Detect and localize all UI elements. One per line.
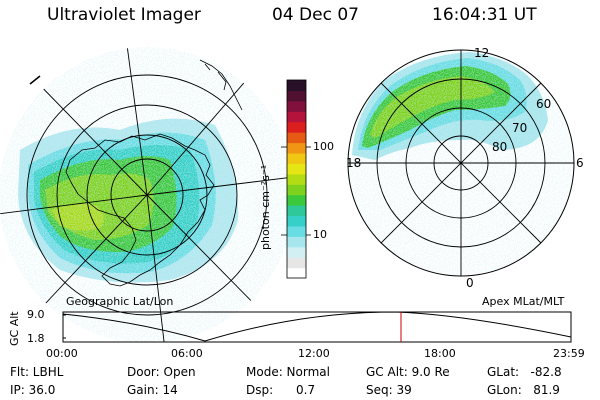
color-bar-segment (287, 100, 306, 112)
time-label: 16:04:31 UT (432, 5, 537, 25)
info-glon: GLon: 81.9 (487, 383, 560, 397)
xtick-0600: 06:00 (171, 347, 203, 360)
color-bar-segment (287, 132, 306, 144)
colorbar-unit-label: photon cm⁻²s⁻¹ (259, 164, 272, 250)
altitude-ylabel: GC Alt (8, 311, 21, 346)
color-bar-segment (287, 236, 306, 248)
info-flt: Flt: LBHL (10, 365, 64, 379)
color-bar-segment (287, 184, 306, 196)
lat-label-80: 80 (492, 140, 508, 154)
apex-map (347, 49, 575, 277)
color-bar-segment (287, 111, 306, 123)
info-mode: Mode: Normal (246, 365, 330, 379)
color-bar-segment (287, 90, 306, 102)
map-edge-tick (29, 75, 41, 85)
xtick-2359: 23:59 (553, 347, 585, 360)
altitude-plot (62, 311, 572, 343)
info-door: Door: Open (127, 365, 196, 379)
xtick-1800: 18:00 (424, 347, 456, 360)
color-bar-segment (287, 173, 306, 185)
color-bar-segment (287, 225, 306, 237)
aurora-emission-left (0, 47, 295, 343)
geographic-map (0, 47, 295, 343)
color-bar-segment (287, 80, 306, 92)
info-gc-alt: GC Alt: 9.0 Re (366, 365, 450, 379)
colorbar-tick-100: 100 (313, 140, 334, 153)
info-gain: Gain: 14 (127, 383, 178, 397)
instrument-title: Ultraviolet Imager (47, 5, 201, 25)
mlt-label-18: 18 (346, 156, 362, 170)
altitude-ytick-9: 9.0 (27, 308, 45, 321)
info-ip: IP: 36.0 (10, 383, 56, 397)
color-bar-segment (287, 257, 306, 269)
xtick-0000: 00:00 (46, 347, 78, 360)
color-bar (287, 80, 306, 279)
coastline-antarctica (65, 133, 215, 287)
info-seq: Seq: 39 (366, 383, 412, 397)
color-bar-segment (287, 121, 306, 133)
lat-label-60: 60 (536, 97, 552, 111)
mlt-label-0: 0 (466, 276, 474, 290)
lat-label-70: 70 (512, 121, 528, 135)
color-bar-segment (287, 267, 306, 279)
altitude-ytick-1-8: 1.8 (27, 332, 45, 345)
color-bar-frame (286, 79, 307, 279)
color-bar-segment (287, 205, 306, 217)
color-bar-segment (287, 152, 306, 164)
info-dsp: Dsp: 0.7 (246, 383, 316, 397)
geographic-label: Geographic Lat/Lon (66, 295, 174, 308)
color-bar-segment (287, 246, 306, 258)
mlt-label-12: 12 (474, 46, 490, 60)
color-bar-segment (287, 215, 306, 227)
colorbar-tick-10: 10 (313, 228, 327, 241)
xtick-1200: 12:00 (298, 347, 330, 360)
color-bar-segment (287, 142, 306, 154)
apex-label: Apex MLat/MLT (482, 295, 565, 308)
date-label: 04 Dec 07 (272, 5, 359, 25)
info-glat: GLat: -82.8 (487, 365, 562, 379)
mlt-label-6: 6 (576, 156, 584, 170)
color-bar-segment (287, 194, 306, 206)
color-bar-segment (287, 163, 306, 175)
